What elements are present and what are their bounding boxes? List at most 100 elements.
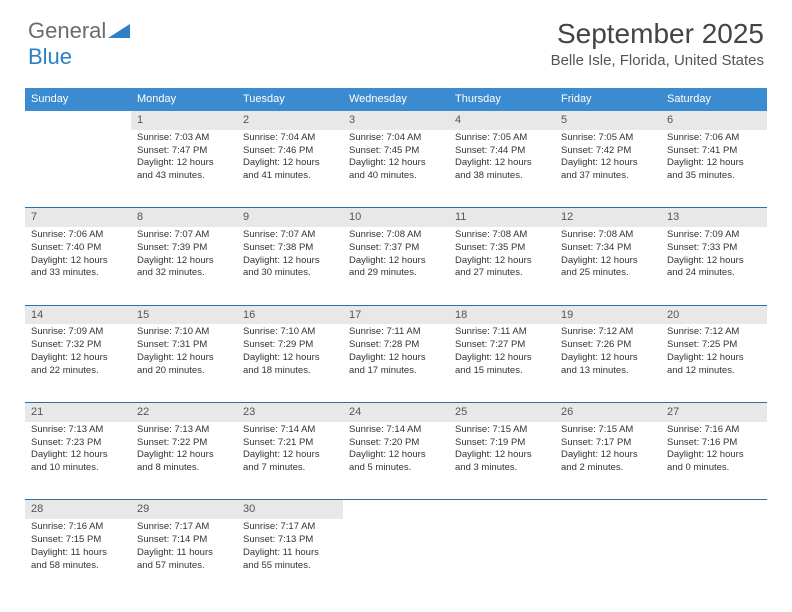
- day-cell-content: Sunrise: 7:10 AMSunset: 7:29 PMDaylight:…: [243, 326, 337, 377]
- day-cell-content: Sunrise: 7:07 AMSunset: 7:38 PMDaylight:…: [243, 229, 337, 280]
- weekday-header: Sunday: [25, 88, 131, 111]
- day-number-cell: 18: [449, 305, 555, 324]
- weekday-header: Tuesday: [237, 88, 343, 111]
- weekday-header: Wednesday: [343, 88, 449, 111]
- weekday-header: Saturday: [661, 88, 767, 111]
- weekday-header: Friday: [555, 88, 661, 111]
- day-number-cell: 13: [661, 208, 767, 227]
- day-cell-content: Sunrise: 7:08 AMSunset: 7:35 PMDaylight:…: [455, 229, 549, 280]
- day-cell-content: Sunrise: 7:16 AMSunset: 7:15 PMDaylight:…: [31, 521, 125, 572]
- day-cell: Sunrise: 7:07 AMSunset: 7:39 PMDaylight:…: [131, 227, 237, 305]
- day-cell: Sunrise: 7:17 AMSunset: 7:13 PMDaylight:…: [237, 519, 343, 597]
- header: General Blue September 2025 Belle Isle, …: [0, 0, 792, 78]
- location-label: Belle Isle, Florida, United States: [551, 52, 764, 69]
- day-cell-content: Sunrise: 7:13 AMSunset: 7:23 PMDaylight:…: [31, 424, 125, 475]
- day-cell: Sunrise: 7:07 AMSunset: 7:38 PMDaylight:…: [237, 227, 343, 305]
- day-cell: Sunrise: 7:14 AMSunset: 7:20 PMDaylight:…: [343, 422, 449, 500]
- calendar-table: Sunday Monday Tuesday Wednesday Thursday…: [25, 88, 767, 597]
- day-cell: Sunrise: 7:03 AMSunset: 7:47 PMDaylight:…: [131, 130, 237, 208]
- day-cell-content: Sunrise: 7:09 AMSunset: 7:32 PMDaylight:…: [31, 326, 125, 377]
- week-row: Sunrise: 7:13 AMSunset: 7:23 PMDaylight:…: [25, 422, 767, 500]
- week-row: Sunrise: 7:06 AMSunset: 7:40 PMDaylight:…: [25, 227, 767, 305]
- day-number-cell: 12: [555, 208, 661, 227]
- day-cell: [25, 130, 131, 208]
- day-cell-content: Sunrise: 7:07 AMSunset: 7:39 PMDaylight:…: [137, 229, 231, 280]
- day-cell-content: Sunrise: 7:05 AMSunset: 7:42 PMDaylight:…: [561, 132, 655, 183]
- day-cell: Sunrise: 7:06 AMSunset: 7:41 PMDaylight:…: [661, 130, 767, 208]
- day-number-cell: 23: [237, 402, 343, 421]
- day-cell-content: Sunrise: 7:11 AMSunset: 7:28 PMDaylight:…: [349, 326, 443, 377]
- day-number-cell: 27: [661, 402, 767, 421]
- day-cell: Sunrise: 7:04 AMSunset: 7:46 PMDaylight:…: [237, 130, 343, 208]
- day-number-cell: 4: [449, 111, 555, 130]
- logo-triangle-icon: [108, 22, 130, 38]
- day-number-cell: 25: [449, 402, 555, 421]
- day-cell: Sunrise: 7:15 AMSunset: 7:17 PMDaylight:…: [555, 422, 661, 500]
- month-title: September 2025: [551, 18, 764, 50]
- day-number-cell: 10: [343, 208, 449, 227]
- day-number-cell: 17: [343, 305, 449, 324]
- day-number-cell: 30: [237, 500, 343, 519]
- day-number-cell: 15: [131, 305, 237, 324]
- day-number-cell: 8: [131, 208, 237, 227]
- day-number-cell: 14: [25, 305, 131, 324]
- title-block: September 2025 Belle Isle, Florida, Unit…: [551, 18, 764, 69]
- week-row: Sunrise: 7:16 AMSunset: 7:15 PMDaylight:…: [25, 519, 767, 597]
- weekday-header: Thursday: [449, 88, 555, 111]
- day-number-cell: 5: [555, 111, 661, 130]
- day-number-cell: [661, 500, 767, 519]
- day-number-cell: 2: [237, 111, 343, 130]
- day-cell-content: Sunrise: 7:09 AMSunset: 7:33 PMDaylight:…: [667, 229, 761, 280]
- logo: General Blue: [28, 18, 130, 70]
- day-cell-content: Sunrise: 7:11 AMSunset: 7:27 PMDaylight:…: [455, 326, 549, 377]
- day-cell-content: Sunrise: 7:14 AMSunset: 7:20 PMDaylight:…: [349, 424, 443, 475]
- day-number-cell: 29: [131, 500, 237, 519]
- day-cell: Sunrise: 7:13 AMSunset: 7:23 PMDaylight:…: [25, 422, 131, 500]
- day-cell-content: Sunrise: 7:15 AMSunset: 7:17 PMDaylight:…: [561, 424, 655, 475]
- day-cell-content: Sunrise: 7:17 AMSunset: 7:13 PMDaylight:…: [243, 521, 337, 572]
- day-cell: Sunrise: 7:17 AMSunset: 7:14 PMDaylight:…: [131, 519, 237, 597]
- day-number-cell: [25, 111, 131, 130]
- day-number-cell: 22: [131, 402, 237, 421]
- day-cell: Sunrise: 7:08 AMSunset: 7:37 PMDaylight:…: [343, 227, 449, 305]
- day-number-cell: 26: [555, 402, 661, 421]
- day-number-cell: 1: [131, 111, 237, 130]
- weekday-header-row: Sunday Monday Tuesday Wednesday Thursday…: [25, 88, 767, 111]
- day-number-cell: 7: [25, 208, 131, 227]
- day-number-cell: 9: [237, 208, 343, 227]
- day-cell-content: Sunrise: 7:05 AMSunset: 7:44 PMDaylight:…: [455, 132, 549, 183]
- day-cell: Sunrise: 7:04 AMSunset: 7:45 PMDaylight:…: [343, 130, 449, 208]
- day-number-cell: [449, 500, 555, 519]
- day-cell: Sunrise: 7:05 AMSunset: 7:42 PMDaylight:…: [555, 130, 661, 208]
- day-number-row: 78910111213: [25, 208, 767, 227]
- day-cell: [555, 519, 661, 597]
- day-cell: [343, 519, 449, 597]
- day-cell: Sunrise: 7:16 AMSunset: 7:15 PMDaylight:…: [25, 519, 131, 597]
- day-number-row: 282930: [25, 500, 767, 519]
- weekday-header: Monday: [131, 88, 237, 111]
- day-cell: Sunrise: 7:11 AMSunset: 7:28 PMDaylight:…: [343, 324, 449, 402]
- day-number-cell: 20: [661, 305, 767, 324]
- day-cell-content: Sunrise: 7:12 AMSunset: 7:25 PMDaylight:…: [667, 326, 761, 377]
- logo-text-blue: Blue: [28, 44, 72, 69]
- day-cell: Sunrise: 7:12 AMSunset: 7:25 PMDaylight:…: [661, 324, 767, 402]
- day-cell: Sunrise: 7:12 AMSunset: 7:26 PMDaylight:…: [555, 324, 661, 402]
- day-cell-content: Sunrise: 7:04 AMSunset: 7:45 PMDaylight:…: [349, 132, 443, 183]
- day-cell-content: Sunrise: 7:12 AMSunset: 7:26 PMDaylight:…: [561, 326, 655, 377]
- day-number-cell: [343, 500, 449, 519]
- day-cell-content: Sunrise: 7:08 AMSunset: 7:37 PMDaylight:…: [349, 229, 443, 280]
- day-cell-content: Sunrise: 7:04 AMSunset: 7:46 PMDaylight:…: [243, 132, 337, 183]
- day-cell: Sunrise: 7:09 AMSunset: 7:33 PMDaylight:…: [661, 227, 767, 305]
- day-number-cell: 24: [343, 402, 449, 421]
- day-cell: Sunrise: 7:05 AMSunset: 7:44 PMDaylight:…: [449, 130, 555, 208]
- day-cell-content: Sunrise: 7:06 AMSunset: 7:40 PMDaylight:…: [31, 229, 125, 280]
- day-cell: Sunrise: 7:06 AMSunset: 7:40 PMDaylight:…: [25, 227, 131, 305]
- day-cell: Sunrise: 7:14 AMSunset: 7:21 PMDaylight:…: [237, 422, 343, 500]
- day-cell: Sunrise: 7:16 AMSunset: 7:16 PMDaylight:…: [661, 422, 767, 500]
- day-cell: Sunrise: 7:10 AMSunset: 7:31 PMDaylight:…: [131, 324, 237, 402]
- week-row: Sunrise: 7:03 AMSunset: 7:47 PMDaylight:…: [25, 130, 767, 208]
- day-cell-content: Sunrise: 7:15 AMSunset: 7:19 PMDaylight:…: [455, 424, 549, 475]
- day-number-row: 14151617181920: [25, 305, 767, 324]
- day-number-cell: 6: [661, 111, 767, 130]
- day-number-cell: 21: [25, 402, 131, 421]
